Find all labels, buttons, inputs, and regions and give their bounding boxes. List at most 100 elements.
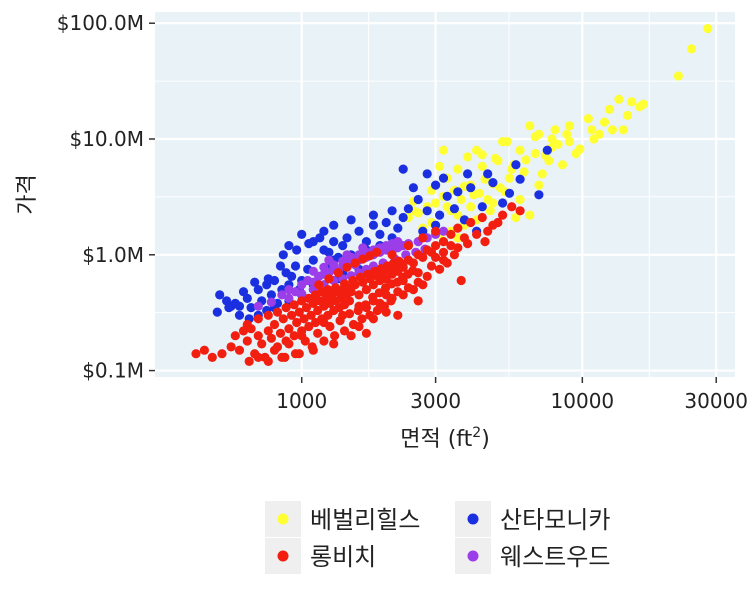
data-point: [564, 137, 575, 147]
data-point: [325, 321, 335, 332]
data-point: [368, 210, 378, 220]
data-point: [381, 307, 391, 317]
data-point: [234, 301, 245, 311]
data-point: [435, 161, 445, 171]
data-point: [472, 229, 482, 239]
data-point: [346, 287, 356, 297]
data-point: [449, 250, 459, 260]
data-point: [477, 202, 487, 212]
data-point: [438, 247, 449, 257]
data-point: [515, 174, 525, 184]
data-point: [431, 180, 441, 190]
data-point: [238, 287, 249, 297]
x-axis-title-close: ): [481, 427, 490, 452]
data-point: [435, 210, 445, 220]
data-point: [456, 194, 466, 205]
data-point: [530, 132, 540, 142]
data-point: [413, 277, 423, 287]
legend-item: 롱비치: [265, 538, 376, 574]
data-point: [381, 217, 391, 228]
data-point: [372, 305, 382, 316]
data-point: [521, 155, 531, 165]
data-point: [375, 229, 385, 239]
data-point: [275, 328, 286, 338]
data-point: [426, 261, 437, 271]
y-tick-label: $10.0M: [69, 127, 144, 151]
data-point: [275, 261, 286, 271]
data-point: [502, 137, 512, 147]
data-point: [342, 250, 352, 260]
data-point: [263, 274, 273, 284]
y-tick-label: $100.0M: [57, 11, 144, 35]
data-point: [244, 356, 254, 366]
data-point: [393, 287, 403, 297]
data-point: [300, 336, 310, 346]
data-point: [550, 125, 560, 135]
data-point: [272, 307, 283, 317]
data-point: [246, 303, 256, 313]
data-point: [534, 180, 544, 190]
data-point: [242, 336, 252, 346]
data-point: [290, 349, 301, 359]
data-point: [493, 217, 503, 228]
data-point: [466, 202, 476, 212]
data-point: [477, 212, 487, 223]
data-point: [292, 245, 302, 255]
data-point: [338, 241, 348, 251]
data-point: [488, 198, 498, 208]
data-point: [354, 321, 364, 332]
data-point: [483, 226, 493, 236]
data-point: [355, 272, 366, 282]
data-point: [365, 251, 375, 261]
data-point: [403, 241, 413, 251]
data-point: [431, 198, 441, 208]
data-point: [477, 161, 487, 171]
data-point: [253, 331, 263, 341]
data-point: [278, 250, 288, 260]
data-point: [346, 215, 356, 225]
data-point: [304, 239, 314, 249]
data-point: [515, 206, 525, 216]
data-point: [333, 268, 343, 278]
data-point: [284, 339, 294, 349]
data-point: [287, 271, 297, 281]
data-point: [329, 339, 339, 349]
data-point: [281, 303, 291, 313]
data-point: [199, 345, 209, 355]
data-point: [277, 290, 287, 300]
data-point: [498, 198, 508, 208]
data-point: [635, 102, 645, 112]
data-point: [456, 275, 466, 286]
data-point: [331, 283, 341, 293]
series-points: [191, 202, 525, 366]
data-point: [234, 345, 245, 355]
data-point: [504, 188, 515, 198]
legend-key-dot: [277, 550, 289, 562]
data-point: [438, 226, 449, 236]
data-point: [490, 153, 500, 163]
data-point: [431, 241, 441, 251]
data-point: [284, 324, 294, 334]
data-point: [358, 254, 368, 264]
data-point: [297, 289, 307, 299]
data-point: [299, 314, 309, 324]
data-point: [583, 114, 593, 124]
y-axis-title: 가격: [15, 174, 40, 214]
data-point: [263, 356, 273, 366]
data-point: [368, 220, 378, 230]
data-points: [191, 23, 713, 366]
data-point: [368, 314, 378, 324]
data-point: [354, 290, 364, 300]
data-point: [418, 233, 428, 243]
data-point: [207, 352, 217, 362]
data-point: [387, 250, 397, 260]
legend-item: 베벌리힐스: [265, 501, 420, 537]
data-point: [234, 310, 245, 320]
data-point: [344, 296, 355, 306]
data-point: [413, 296, 423, 306]
data-point: [438, 237, 449, 247]
data-point: [257, 339, 267, 349]
data-point: [403, 283, 413, 293]
data-point: [290, 261, 301, 271]
